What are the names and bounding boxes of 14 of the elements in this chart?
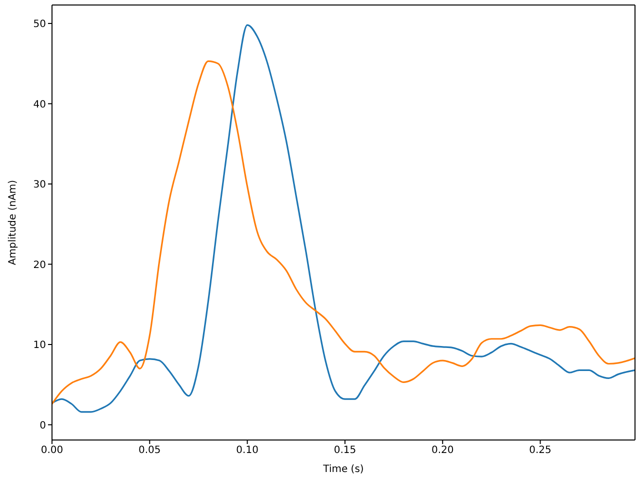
x-axis-title: Time (s) — [322, 464, 364, 475]
x-tick-label: 0.20 — [431, 445, 454, 456]
y-tick-label: 30 — [33, 180, 46, 191]
y-tick-label: 50 — [33, 19, 46, 30]
y-tick-label: 0 — [40, 420, 46, 432]
y-tick-label: 20 — [33, 260, 46, 271]
y-axis-title: Amplitude (nAm) — [8, 180, 19, 266]
y-tick-label: 10 — [33, 340, 46, 352]
y-tick-label: 40 — [33, 99, 46, 110]
x-tick-label: 0.15 — [334, 445, 356, 456]
x-tick-label: 0.10 — [236, 445, 258, 456]
x-tick-label: 0.25 — [529, 445, 552, 456]
x-tick-label: 0.00 — [40, 445, 64, 456]
x-tick-label: 0.05 — [138, 445, 161, 456]
